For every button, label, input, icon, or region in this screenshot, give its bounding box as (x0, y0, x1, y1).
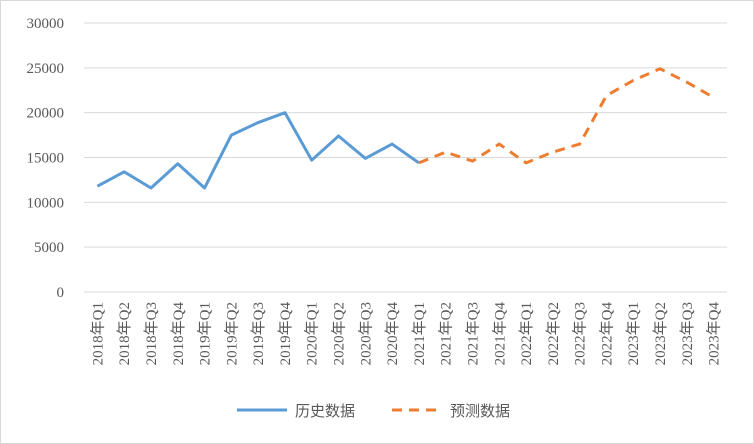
x-tick-label: 2022年Q2 (545, 302, 562, 365)
x-tick-label: 2018年Q1 (89, 302, 106, 365)
x-tick-label: 2019年Q3 (250, 302, 267, 365)
x-tick-label: 2019年Q4 (277, 302, 294, 366)
x-tick-label: 2021年Q3 (464, 302, 481, 365)
y-tick-label: 25000 (27, 61, 65, 77)
legend-label: 预测数据 (450, 402, 510, 420)
x-tick-label: 2023年Q3 (679, 302, 696, 365)
x-tick-label: 2018年Q4 (170, 302, 187, 366)
series-line (418, 67, 715, 165)
y-tick-label: 15000 (27, 151, 65, 167)
x-tick-label: 2020年Q2 (331, 302, 348, 365)
x-tick-label: 2019年Q2 (223, 302, 240, 365)
x-tick-label: 2020年Q4 (384, 302, 401, 366)
x-tick-label: 2021年Q1 (411, 302, 428, 365)
y-tick-label: 0 (57, 285, 65, 301)
x-tick-label: 2020年Q3 (357, 302, 374, 365)
series-line (96, 111, 420, 190)
x-tick-label: 2023年Q1 (625, 302, 642, 365)
x-tick-label: 2023年Q2 (652, 302, 669, 365)
x-tick-label: 2019年Q1 (197, 302, 214, 365)
y-tick-label: 20000 (27, 106, 65, 122)
y-tick-label: 10000 (27, 195, 65, 211)
y-tick-label: 5000 (34, 240, 64, 256)
y-tick-label: 30000 (27, 16, 65, 32)
x-tick-label: 2021年Q4 (491, 302, 508, 366)
x-tick-label: 2022年Q4 (598, 302, 615, 366)
x-tick-label: 2020年Q1 (304, 302, 321, 365)
x-tick-label: 2018年Q3 (143, 302, 160, 365)
x-tick-label: 2018年Q2 (116, 302, 133, 365)
x-tick-label: 2022年Q1 (518, 302, 535, 365)
x-tick-label: 2021年Q2 (438, 302, 455, 365)
legend-label: 历史数据 (295, 402, 355, 420)
x-tick-label: 2022年Q3 (572, 302, 589, 365)
x-tick-label: 2023年Q4 (706, 302, 723, 366)
